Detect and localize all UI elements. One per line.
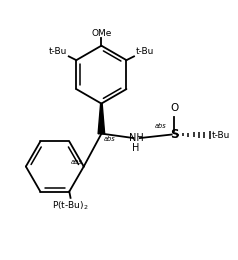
Text: abs: abs [103, 136, 115, 142]
Text: t-Bu: t-Bu [212, 131, 231, 140]
Text: t-Bu: t-Bu [49, 47, 68, 56]
Text: abs: abs [155, 124, 167, 129]
Text: abs: abs [71, 159, 83, 165]
Text: OMe: OMe [91, 29, 112, 38]
Text: H: H [132, 142, 139, 153]
Polygon shape [98, 103, 105, 134]
Text: O: O [170, 103, 178, 113]
Text: P(t-Bu)$_2$: P(t-Bu)$_2$ [52, 199, 89, 212]
Text: t-Bu: t-Bu [135, 47, 154, 56]
Text: NH: NH [129, 133, 144, 143]
Text: S: S [170, 128, 179, 141]
